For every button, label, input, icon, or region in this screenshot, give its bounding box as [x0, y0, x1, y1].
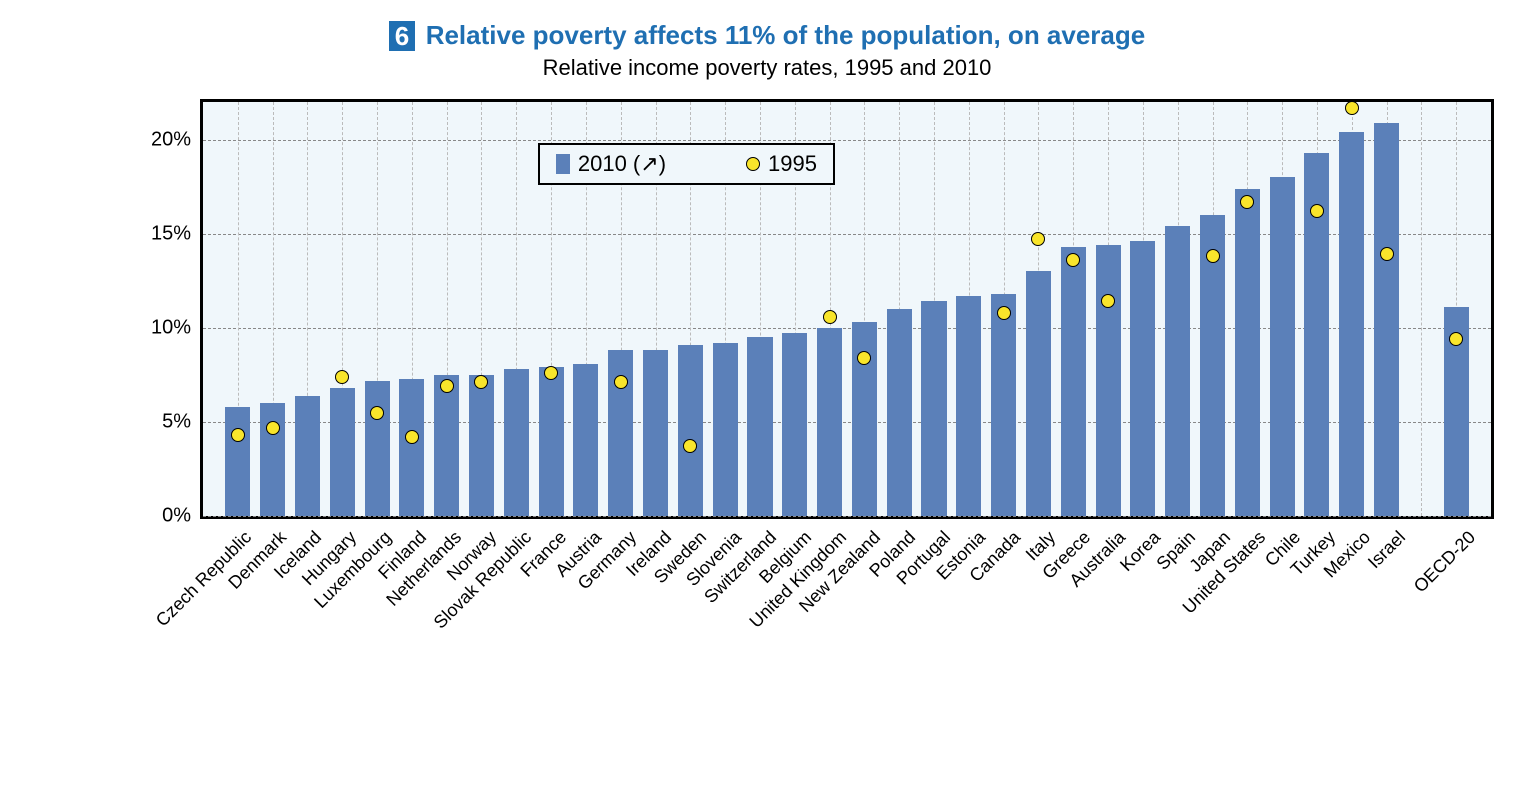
bar	[539, 367, 564, 516]
bar	[295, 396, 320, 516]
bar	[365, 381, 390, 516]
legend-marker-swatch-icon	[746, 157, 760, 171]
plot-outer: 0%5%10%15%20%2010 (↗)1995 Czech Republic…	[140, 99, 1494, 559]
chart-subtitle: Relative income poverty rates, 1995 and …	[20, 55, 1514, 81]
chart-title-line: 6 Relative poverty affects 11% of the po…	[20, 20, 1514, 51]
y-tick-label: 20%	[151, 128, 191, 151]
bar	[1270, 177, 1295, 516]
bar	[747, 337, 772, 516]
chart-container: 6 Relative poverty affects 11% of the po…	[20, 20, 1514, 779]
bar	[573, 364, 598, 516]
marker-dot	[1101, 294, 1115, 308]
bar	[956, 296, 981, 516]
gridline-minor	[1421, 102, 1422, 516]
marker-dot	[1345, 101, 1359, 115]
bar	[399, 379, 424, 516]
marker-dot	[857, 351, 871, 365]
chart-title: Relative poverty affects 11% of the popu…	[426, 20, 1146, 51]
legend: 2010 (↗) 1995	[538, 143, 835, 185]
legend-item: 2010 (↗)	[556, 151, 666, 177]
bar	[921, 301, 946, 516]
bar	[1061, 247, 1086, 516]
bar	[330, 388, 355, 516]
bar	[782, 333, 807, 516]
bar	[1130, 241, 1155, 516]
bar	[1374, 123, 1399, 516]
marker-dot	[544, 366, 558, 380]
x-tick-label: Israel	[1364, 527, 1410, 573]
legend-bar-swatch-icon	[556, 154, 570, 174]
marker-dot	[997, 306, 1011, 320]
title-badge: 6	[389, 21, 415, 51]
y-tick-label: 15%	[151, 222, 191, 245]
plot-area: 0%5%10%15%20%2010 (↗)1995	[200, 99, 1494, 519]
marker-dot	[1240, 195, 1254, 209]
marker-dot	[1206, 249, 1220, 263]
y-tick-label: 0%	[162, 505, 191, 528]
x-tick-label: Korea	[1116, 527, 1165, 576]
bar	[1339, 132, 1364, 516]
y-tick-label: 10%	[151, 316, 191, 339]
bar	[643, 350, 668, 516]
bar	[434, 375, 459, 516]
marker-dot	[335, 370, 349, 384]
bar	[1165, 226, 1190, 516]
bar	[991, 294, 1016, 516]
bar	[887, 309, 912, 516]
bar	[225, 407, 250, 516]
gridline-major	[203, 234, 1491, 235]
bar	[1026, 271, 1051, 516]
marker-dot	[1380, 247, 1394, 261]
bar	[504, 369, 529, 516]
marker-dot	[1449, 332, 1463, 346]
bar	[1096, 245, 1121, 516]
marker-dot	[440, 379, 454, 393]
bar	[1235, 189, 1260, 516]
legend-label: 1995	[768, 151, 817, 177]
gridline-major	[203, 140, 1491, 141]
legend-label: 2010 (↗)	[578, 151, 666, 177]
bar	[713, 343, 738, 516]
x-axis-labels: Czech RepublicDenmarkIcelandHungaryLuxem…	[200, 527, 1494, 727]
marker-dot	[683, 439, 697, 453]
gridline-major	[203, 422, 1491, 423]
x-tick-label: OECD-20	[1410, 527, 1480, 597]
legend-item: 1995	[746, 151, 817, 177]
gridline-major	[203, 516, 1491, 517]
marker-dot	[405, 430, 419, 444]
y-tick-label: 5%	[162, 410, 191, 433]
marker-dot	[231, 428, 245, 442]
bar	[469, 375, 494, 516]
bar	[678, 345, 703, 516]
marker-dot	[614, 375, 628, 389]
gridline-major	[203, 328, 1491, 329]
marker-dot	[1310, 204, 1324, 218]
marker-dot	[1066, 253, 1080, 267]
marker-dot	[370, 406, 384, 420]
bar	[817, 328, 842, 516]
marker-dot	[1031, 232, 1045, 246]
marker-dot	[266, 421, 280, 435]
marker-dot	[823, 310, 837, 324]
marker-dot	[474, 375, 488, 389]
